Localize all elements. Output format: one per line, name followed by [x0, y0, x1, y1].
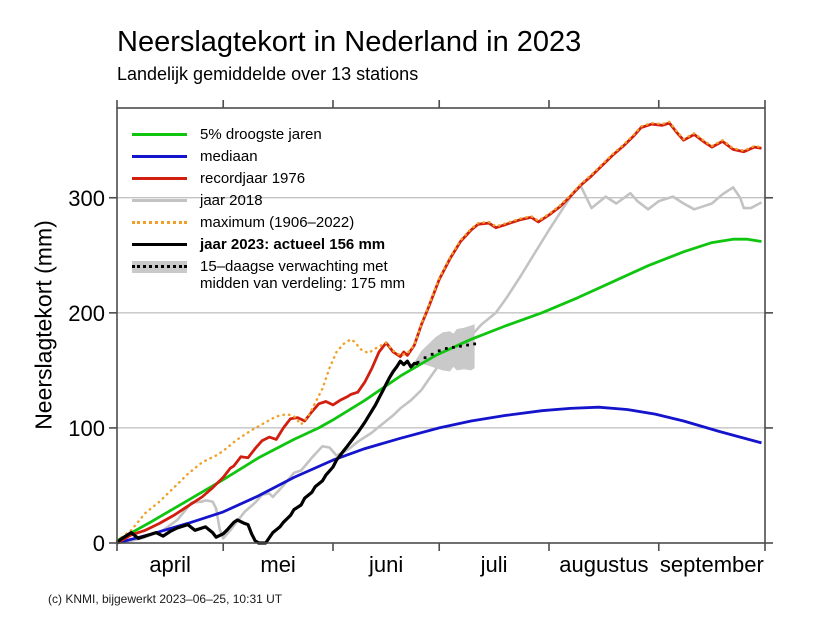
legend-item-15-daagse-verwachting-met: 15–daagse verwachting met midden van verd… — [132, 258, 405, 292]
forecast-dot — [423, 356, 427, 360]
forecast-dots-swatch — [132, 265, 187, 268]
legend-item-maximum-1906-2022: maximum (1906–2022) — [132, 211, 405, 233]
month-label-juli: juli — [480, 552, 508, 577]
y-tick-label: 0 — [93, 531, 105, 556]
legend-label: mediaan — [200, 147, 258, 165]
y-tick-label: 100 — [68, 416, 105, 441]
legend-swatch-solid — [132, 132, 187, 136]
forecast-dot — [413, 362, 416, 365]
legend-label-line2: midden van verdeling: 175 mm — [200, 275, 406, 292]
copyright-note: (c) KNMI, bijgewerkt 2023–06–25, 10:31 U… — [48, 592, 283, 606]
legend-item-5-droogste-jaren: 5% droogste jaren — [132, 123, 405, 145]
month-label-mei: mei — [260, 552, 295, 577]
plot-frame — [116, 107, 766, 544]
forecast-dot — [473, 342, 477, 346]
y-tick-label: 300 — [68, 186, 105, 211]
month-label-juni: juni — [368, 552, 403, 577]
legend-label: jaar 2018 — [200, 191, 263, 209]
month-label-september: september — [660, 552, 764, 577]
chart-subtitle: Landelijk gemiddelde over 13 stations — [117, 64, 419, 84]
forecast-dot — [459, 344, 462, 348]
series-line-maximum-1906-2022 — [115, 120, 763, 542]
forecast-dot — [444, 347, 448, 350]
y-tick-label: 200 — [68, 301, 105, 326]
forecast-band — [414, 324, 475, 372]
legend-swatch-solid — [132, 154, 187, 158]
legend-item-mediaan: mediaan — [132, 145, 405, 167]
legend-label: 5% droogste jaren — [200, 125, 322, 143]
legend-label: jaar 2023: actueel 156 mm — [200, 235, 386, 253]
legend-swatch-dotted — [132, 220, 187, 224]
legend-swatch-solid — [132, 176, 187, 180]
legend-item-jaar-2023-actueel-156-mm: jaar 2023: actueel 156 mm — [132, 233, 405, 255]
series-line-recordjaar-1976 — [116, 121, 762, 545]
legend-label: recordjaar 1976 — [200, 169, 306, 187]
legend-swatch-solid — [132, 198, 187, 202]
legend-item-recordjaar-1976: recordjaar 1976 — [132, 167, 405, 189]
chart-title: Neerslagtekort in Nederland in 2023 — [117, 26, 582, 58]
month-label-april: april — [149, 552, 191, 577]
series-line-jaar-2023 — [115, 359, 418, 545]
forecast-dot — [451, 345, 455, 349]
forecast-dot — [416, 360, 420, 364]
month-label-augustus: augustus — [559, 552, 648, 577]
legend-swatch-solid — [132, 242, 187, 246]
y-axis-title: Neerslagtekort (mm) — [30, 220, 57, 430]
legend-label: maximum (1906–2022) — [200, 213, 355, 231]
chart-legend: 5% droogste jaren mediaan recordjaar 1976 j… — [132, 123, 405, 292]
forecast-dot — [466, 343, 469, 347]
forecast-dot — [437, 349, 441, 353]
legend-item-jaar-2018: jaar 2018 — [132, 189, 405, 211]
legend-label: 15–daagse verwachting met midden van verd… — [200, 258, 406, 292]
forecast-dot — [430, 352, 434, 356]
legend-swatch-band — [132, 261, 187, 273]
series-line-mediaan — [116, 405, 762, 545]
